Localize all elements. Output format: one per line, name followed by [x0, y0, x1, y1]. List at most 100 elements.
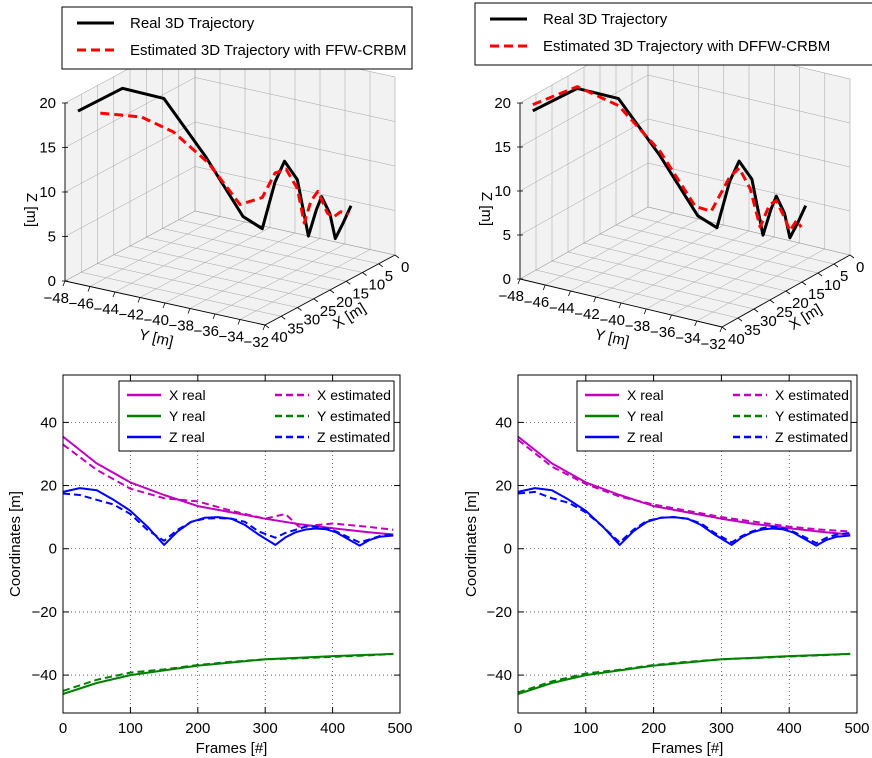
- z-tick-label: 15: [39, 140, 56, 157]
- y-tick: [542, 284, 546, 291]
- series-line-x-real: [62, 435, 394, 536]
- y-tick: [187, 308, 191, 314]
- real-trajectory-line: [77, 86, 353, 241]
- x-tick-label: 300: [709, 720, 734, 737]
- y-tick: [669, 314, 672, 321]
- series-line-x-estimated: [517, 439, 851, 533]
- series-line-x-real: [517, 435, 851, 536]
- x-tick: [833, 263, 839, 268]
- series-line-z-estimated: [517, 490, 851, 545]
- legend-label: Z estimated: [317, 429, 390, 445]
- gridline-z: [519, 74, 851, 148]
- x-tick-label: 400: [320, 720, 345, 737]
- z-axis-label: Z [m]: [478, 192, 495, 226]
- x-tick-label: 15: [352, 285, 369, 302]
- series-line-y-estimated: [62, 652, 394, 692]
- x-tick: [737, 317, 743, 322]
- z-tick-label: 15: [494, 139, 511, 156]
- y-tick: [593, 296, 597, 303]
- x-tick-label: 30: [760, 313, 777, 330]
- legend-label: Real 3D Trajectory: [130, 15, 255, 32]
- x-tick: [297, 307, 302, 311]
- z-tick-label: 20: [494, 95, 511, 112]
- x-axis-label: Frames [#]: [652, 740, 724, 757]
- y-tick-label: −44: [94, 301, 119, 318]
- legend-3d: Real 3D Trajectory Estimated 3D Trajector…: [474, 2, 872, 66]
- y-tick: [112, 291, 116, 298]
- x-tick-label: 20: [336, 294, 353, 311]
- y-tick: [517, 278, 521, 285]
- plot-frame: [62, 374, 401, 714]
- legend: X real X estimated Y real Y estimated Z real…: [118, 380, 395, 452]
- y-tick-label: 40: [40, 414, 57, 431]
- x-tick-label: 5: [385, 268, 393, 285]
- gridline-z: [64, 121, 396, 193]
- y-tick: [212, 313, 216, 320]
- y-tick-label: −20: [32, 604, 57, 621]
- y-tick-label: −48: [499, 288, 524, 305]
- gridline-z: [64, 166, 396, 237]
- x-tick-label: 100: [118, 720, 143, 737]
- legend-label: Estimated 3D Trajectory with FFW-CRBM: [130, 42, 406, 59]
- estimated-trajectory-line: [532, 85, 803, 233]
- y-tick: [568, 290, 571, 297]
- x-tick-label: 15: [808, 286, 825, 303]
- legend-3d: Real 3D Trajectory Estimated 3D Trajector…: [61, 6, 413, 70]
- x-tick: [329, 289, 335, 294]
- y-tick-label: −46: [69, 296, 94, 313]
- legend-label: X real: [169, 387, 206, 403]
- y-tick-label: −42: [119, 307, 144, 324]
- x-tick-label: 30: [304, 312, 321, 329]
- y-tick-label: −20: [487, 604, 512, 621]
- legend-box: [474, 2, 872, 66]
- series-line-z-real: [517, 487, 851, 547]
- x-tick: [346, 280, 351, 285]
- x-tick: [817, 272, 823, 277]
- z-tick-label: 0: [503, 271, 511, 288]
- x-tick: [769, 299, 775, 304]
- y-tick-label: −32: [244, 334, 269, 351]
- series-line-z-estimated: [62, 492, 394, 544]
- y-tick-label: −36: [650, 324, 675, 341]
- y-tick: [87, 286, 91, 292]
- y-tick: [237, 319, 241, 325]
- z-axis-label: Z [m]: [23, 193, 40, 227]
- y-tick-label: −40: [487, 667, 512, 684]
- x-tick: [394, 254, 400, 259]
- z-tick-label: 5: [48, 229, 56, 246]
- x-tick-label: 200: [641, 720, 666, 737]
- z-tick-label: 5: [503, 227, 511, 244]
- y-tick-label: −34: [675, 330, 700, 347]
- x-tick-label: 0: [514, 720, 522, 737]
- y-tick: [719, 326, 723, 333]
- y-tick-label: −38: [169, 318, 194, 335]
- gridline-z: [64, 210, 396, 282]
- x-tick-label: 25: [320, 303, 337, 320]
- gridline-z: [519, 162, 851, 236]
- x-tick-label: 300: [253, 720, 278, 737]
- y-tick: [694, 320, 698, 327]
- y-tick-label: −40: [600, 312, 625, 329]
- panel-2d-bottom-right: 0 100 200 300 400 500 −40 −20 0 20 40 Frames [#] Coo…: [463, 374, 870, 757]
- y-tick: [137, 297, 141, 303]
- legend-label: Estimated 3D Trajectory with DFFW-CRBM: [543, 38, 830, 55]
- x-tick-label: 0: [401, 259, 409, 276]
- y-tick: [162, 302, 166, 309]
- z-tick-label: 10: [494, 183, 511, 200]
- gridline-z: [64, 77, 396, 148]
- series-line-z-real: [62, 487, 394, 547]
- series-line-x-estimated: [62, 443, 394, 531]
- y-tick: [262, 324, 266, 331]
- legend-label: Z estimated: [775, 429, 848, 445]
- legend-label: Y estimated: [775, 408, 849, 424]
- y-axis-label: Coordinates [m]: [463, 491, 480, 597]
- x-tick-label: 10: [824, 277, 841, 294]
- y-tick-label: −40: [32, 667, 57, 684]
- legend-label: Y real: [627, 408, 663, 424]
- legend-box: [61, 6, 413, 70]
- legend-label: Y real: [169, 408, 205, 424]
- z-tick-label: 20: [39, 95, 56, 112]
